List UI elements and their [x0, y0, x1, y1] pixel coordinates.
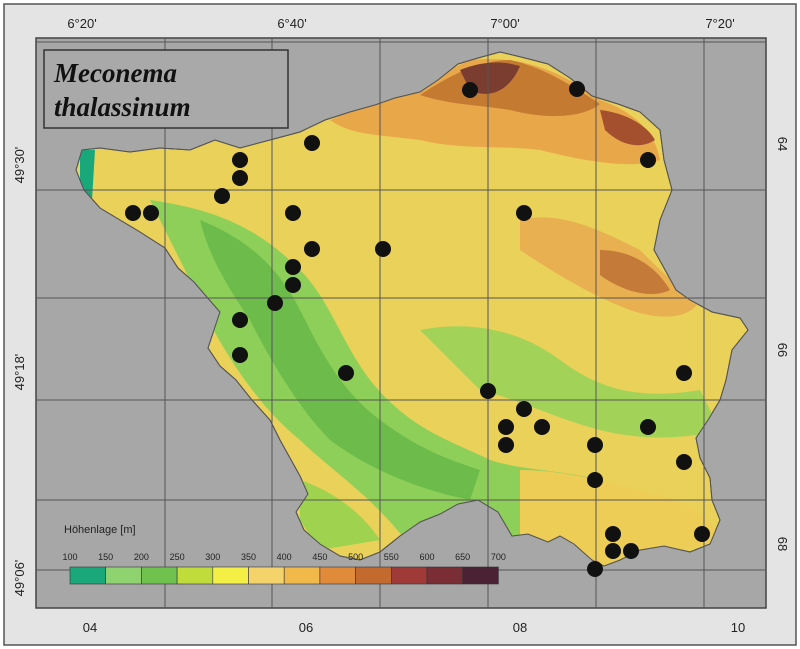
- occurrence-point: [676, 365, 692, 381]
- occurrence-point: [605, 543, 621, 559]
- bottom-label: 04: [83, 620, 97, 635]
- occurrence-point: [232, 312, 248, 328]
- legend-swatch: [390, 566, 428, 585]
- legend-tick-label: 700: [491, 552, 506, 562]
- legend-swatch: [69, 566, 107, 585]
- left-label: 49°30': [12, 147, 27, 184]
- left-label: 49°06': [12, 560, 27, 597]
- occurrence-point: [232, 152, 248, 168]
- coordinate-grid: [36, 38, 766, 608]
- left-label: 49°18': [12, 354, 27, 391]
- occurrence-point: [375, 241, 391, 257]
- legend-tick-label: 400: [277, 552, 292, 562]
- legend-swatch: [176, 566, 214, 585]
- legend-tick-label: 350: [241, 552, 256, 562]
- occurrence-point: [534, 419, 550, 435]
- occurrence-point: [338, 365, 354, 381]
- occurrence-point: [480, 383, 496, 399]
- species-name-epithet: thalassinum: [54, 92, 191, 122]
- legend-swatch: [212, 566, 249, 585]
- legend-swatch: [283, 566, 321, 585]
- top-label: 7°20': [705, 16, 734, 31]
- occurrence-point: [125, 205, 141, 221]
- occurrence-point: [587, 472, 603, 488]
- right-label: 68: [775, 537, 790, 551]
- occurrence-point: [498, 419, 514, 435]
- occurrence-point: [569, 81, 585, 97]
- title-box: Meconema thalassinum: [43, 49, 289, 129]
- occurrence-point: [676, 454, 692, 470]
- occurrence-point: [267, 295, 283, 311]
- occurrence-points: [125, 81, 710, 577]
- occurrence-point: [285, 277, 301, 293]
- legend-tick-label: 200: [134, 552, 149, 562]
- occurrence-point: [516, 205, 532, 221]
- legend-swatch: [462, 566, 499, 585]
- legend-swatch: [105, 566, 142, 585]
- frame-labels: 6°20' 6°40' 7°00' 7°20' 49°30' 49°18' 49…: [12, 16, 790, 635]
- elevation-legend: Höhenlage [m] 100 150 200 250 300 350 400 450 50…: [62, 524, 506, 585]
- right-label: 66: [775, 343, 790, 357]
- legend-swatch: [319, 566, 356, 585]
- occurrence-point: [605, 526, 621, 542]
- legend-swatch: [426, 566, 464, 585]
- top-label: 7°00': [490, 16, 519, 31]
- legend-swatch: [355, 566, 392, 585]
- bottom-label: 10: [731, 620, 745, 635]
- legend-tick-label: 150: [98, 552, 113, 562]
- occurrence-point: [640, 152, 656, 168]
- occurrence-point: [462, 82, 478, 98]
- legend-tick-label: 250: [170, 552, 185, 562]
- bottom-label: 08: [513, 620, 527, 635]
- legend-tick-label: 500: [348, 552, 363, 562]
- occurrence-point: [640, 419, 656, 435]
- occurrence-point: [694, 526, 710, 542]
- legend-tick-label: 100: [62, 552, 77, 562]
- legend-tick-label: 450: [312, 552, 327, 562]
- occurrence-point: [232, 347, 248, 363]
- occurrence-point: [498, 437, 514, 453]
- bottom-label: 06: [299, 620, 313, 635]
- legend-swatch: [141, 566, 178, 585]
- legend-tick-label: 300: [205, 552, 220, 562]
- top-label: 6°20': [67, 16, 96, 31]
- top-label: 6°40': [277, 16, 306, 31]
- legend-tick-label: 550: [384, 552, 399, 562]
- legend-tick-label: 650: [455, 552, 470, 562]
- occurrence-point: [304, 135, 320, 151]
- species-name-genus: Meconema: [53, 58, 177, 88]
- occurrence-point: [143, 205, 159, 221]
- occurrence-point: [587, 437, 603, 453]
- occurrence-point: [214, 188, 230, 204]
- legend-tick-label: 600: [419, 552, 434, 562]
- occurrence-point: [285, 259, 301, 275]
- legend-title: Höhenlage [m]: [64, 524, 136, 536]
- right-label: 64: [775, 137, 790, 151]
- occurrence-point: [304, 241, 320, 257]
- occurrence-point: [232, 170, 248, 186]
- occurrence-point: [623, 543, 639, 559]
- legend-swatch: [248, 566, 285, 585]
- occurrence-point: [285, 205, 301, 221]
- occurrence-point: [516, 401, 532, 417]
- occurrence-point: [587, 561, 603, 577]
